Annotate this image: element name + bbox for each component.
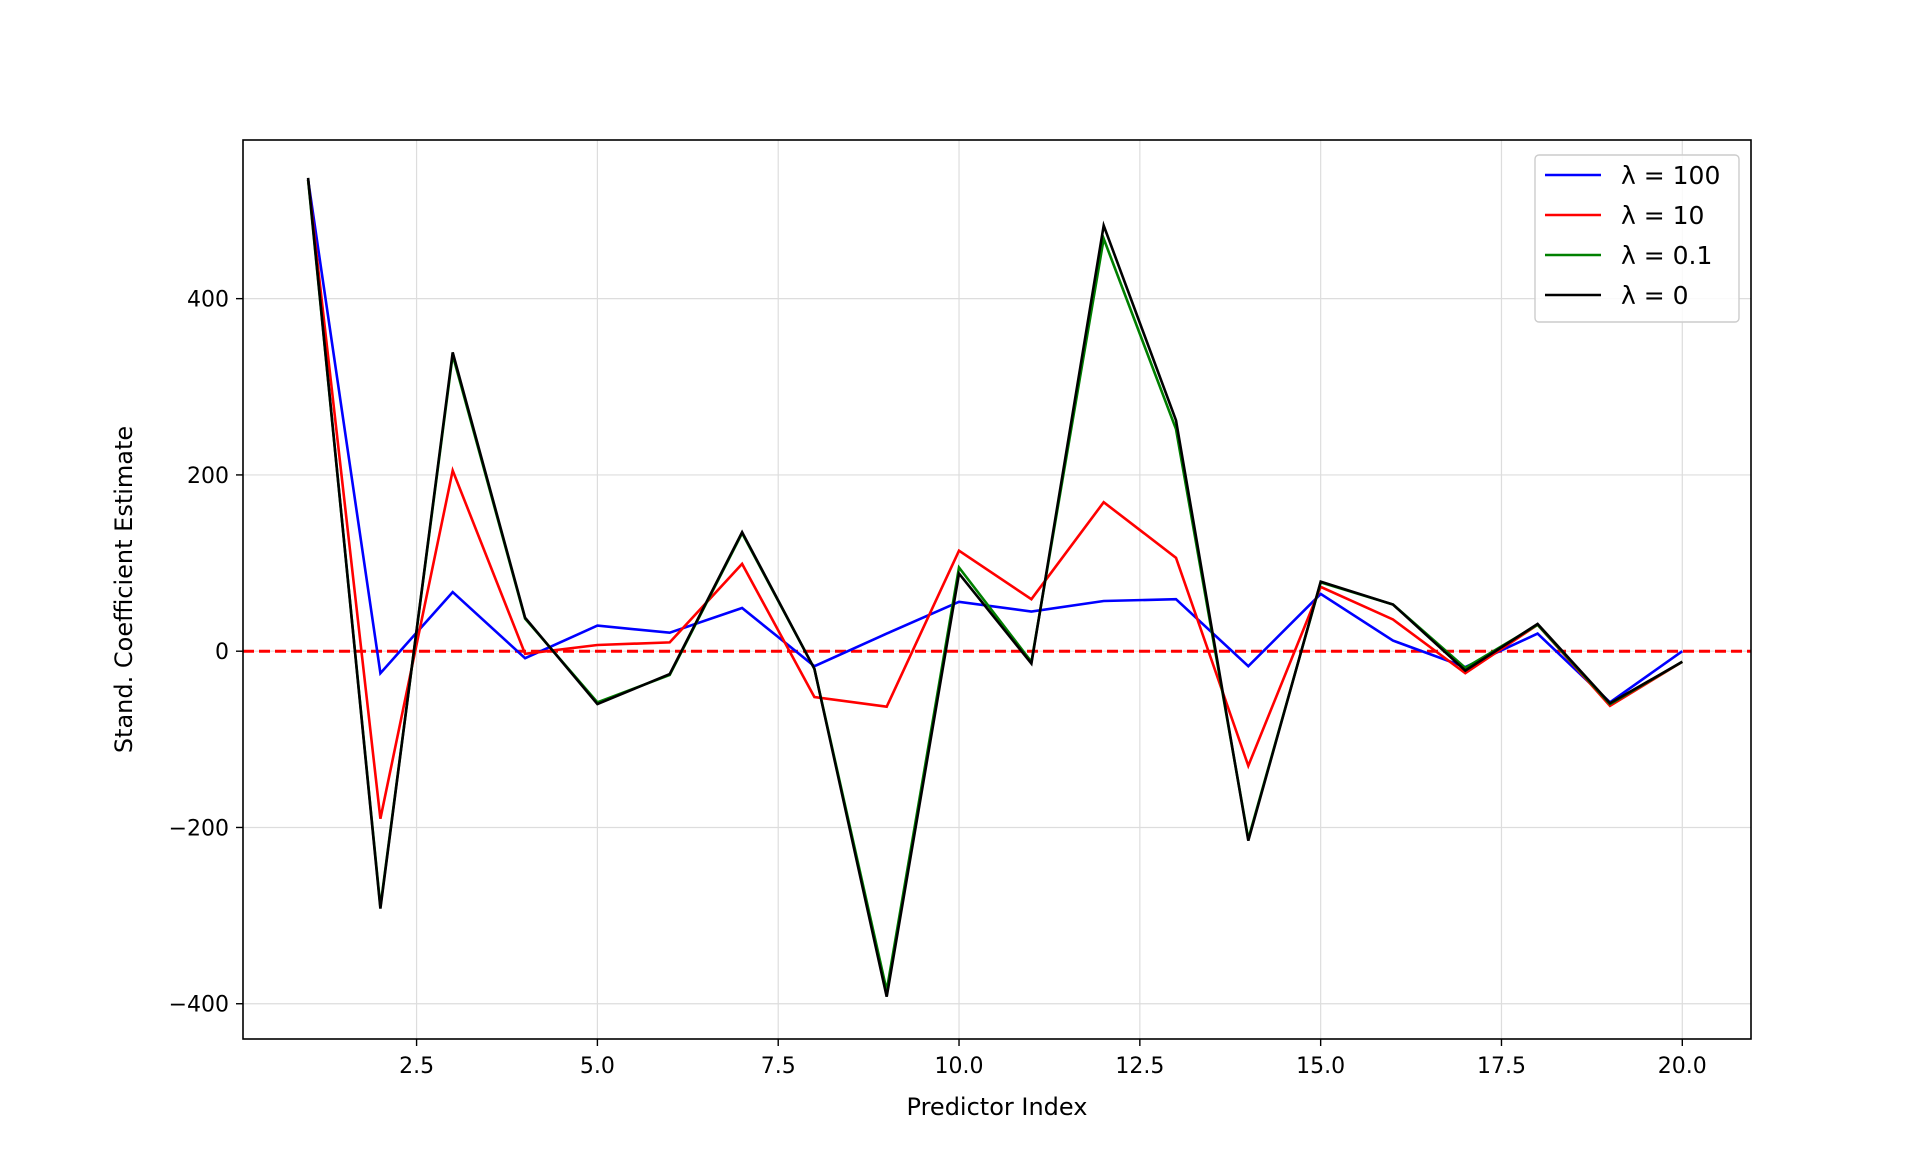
y-axis-label: Stand. Coefficient Estimate xyxy=(110,426,138,753)
y-tick-label: −400 xyxy=(169,993,229,1018)
x-tick-label: 2.5 xyxy=(399,1054,434,1079)
legend-label-0: λ = 100 xyxy=(1621,161,1720,190)
legend-label-1: λ = 10 xyxy=(1621,201,1704,230)
legend-label-3: λ = 0 xyxy=(1621,281,1689,310)
legend-label-2: λ = 0.1 xyxy=(1621,241,1712,270)
y-tick-label: −200 xyxy=(169,816,229,841)
x-tick-label: 5.0 xyxy=(580,1054,615,1079)
y-tick-label: 200 xyxy=(187,464,229,489)
x-tick-label: 20.0 xyxy=(1658,1054,1707,1079)
y-tick-label: 0 xyxy=(215,640,229,665)
series-line-1 xyxy=(306,179,1683,819)
x-axis-label: Predictor Index xyxy=(907,1093,1088,1121)
series-line-3 xyxy=(306,177,1683,997)
plot-frame xyxy=(242,139,1752,1040)
legend-box xyxy=(1534,154,1740,323)
x-tick-label: 15.0 xyxy=(1296,1054,1345,1079)
x-tick-label: 7.5 xyxy=(761,1054,796,1079)
series-lines xyxy=(306,177,1684,997)
x-tick-label: 10.0 xyxy=(935,1054,984,1079)
x-axis: 2.5 5.0 7.5 10.0 12.5 15.0 17.5 20.0 xyxy=(399,1039,1707,1079)
y-axis: −400 −200 0 200 400 xyxy=(169,288,243,1018)
x-tick-label: 17.5 xyxy=(1477,1054,1526,1079)
x-tick-label: 12.5 xyxy=(1115,1054,1164,1079)
legend: λ = 100 λ = 10 λ = 0.1 λ = 0 xyxy=(1534,154,1740,323)
y-tick-label: 400 xyxy=(187,288,229,313)
